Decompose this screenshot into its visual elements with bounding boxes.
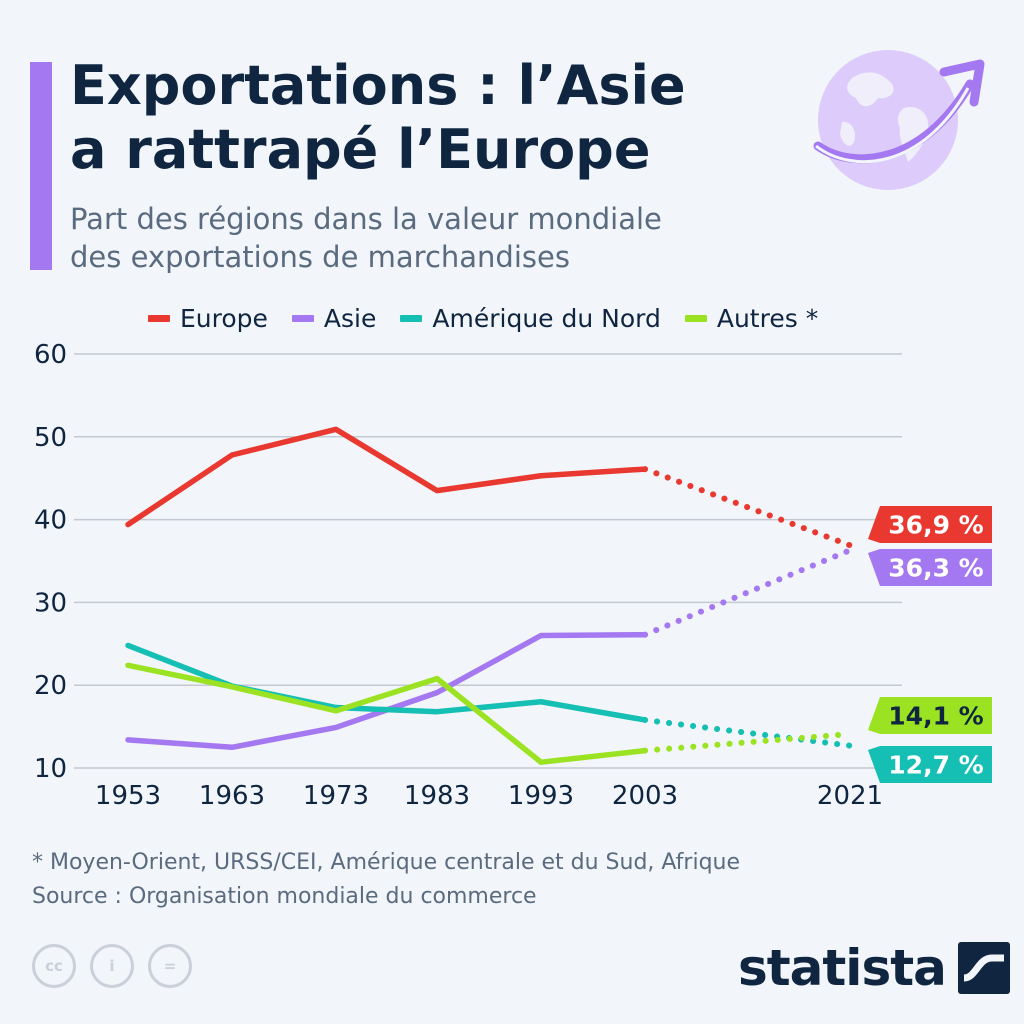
legend-label-asie: Asie — [323, 303, 377, 333]
chart-subtitle: Part des régions dans la valeur mondiale… — [70, 200, 662, 276]
y-tick-label: 30 — [34, 588, 67, 618]
title-line-2: a rattrapé l’Europe — [70, 118, 651, 181]
series-projection-europe — [642, 466, 853, 549]
end-label-box-amérique-du-nord — [868, 746, 992, 783]
series-line-europe — [125, 426, 648, 528]
statista-mark-icon — [957, 942, 1010, 994]
subtitle-line-2: des exportations de marchandises — [70, 240, 570, 274]
end-label-autres: 14,1 % — [888, 702, 983, 731]
footnote: * Moyen-Orient, URSS/CEI, Amérique centr… — [32, 846, 740, 914]
series-line-asie — [125, 631, 648, 751]
end-label-europe: 36,9 % — [888, 511, 983, 540]
y-tick-label: 10 — [34, 754, 67, 784]
end-label-box-asie — [868, 549, 992, 586]
x-tick-label: 1983 — [404, 781, 470, 811]
footnote-source: Source : Organisation mondiale du commer… — [32, 884, 537, 909]
accent-bar — [30, 62, 52, 270]
legend-swatch-autres — [684, 314, 707, 322]
series-line-amérique-du-nord — [125, 642, 648, 723]
y-tick-label: 50 — [34, 423, 67, 453]
legend-item-europe: Europe — [148, 304, 268, 333]
series-projection-autres — [642, 731, 853, 754]
cc-icon: cc — [32, 944, 76, 988]
legend-label-europe: Europe — [180, 303, 268, 333]
y-tick-label: 20 — [34, 671, 67, 701]
y-tick-label: 40 — [34, 506, 67, 536]
globe-arrow-icon — [813, 50, 985, 190]
end-label-asie: 36,3 % — [888, 554, 983, 583]
series-line-autres — [125, 662, 648, 765]
x-tick-label: 1953 — [95, 781, 161, 811]
legend-item-autres: Autres * — [684, 303, 819, 333]
x-tick-label: 1993 — [508, 781, 574, 811]
brand-wordmark: statista — [738, 939, 947, 997]
chart-title: Exportations : l’Asie a rattrapé l’Europ… — [70, 54, 686, 182]
series-projection-asie — [642, 547, 853, 638]
x-tick-label: 1973 — [303, 781, 369, 811]
subtitle-line-1: Part des régions dans la valeur mondiale — [70, 202, 662, 236]
series-projection-amérique-du-nord — [642, 716, 853, 749]
legend-item-asie: Asie — [291, 303, 377, 333]
end-label-box-europe — [868, 506, 992, 543]
y-tick-label: 60 — [34, 340, 67, 370]
title-line-1: Exportations : l’Asie — [70, 54, 686, 117]
legend-label-amerique-du-nord: Amérique du Nord — [432, 303, 661, 333]
legend-item-amerique-du-nord: Amérique du Nord — [400, 303, 661, 333]
legend-swatch-europe — [148, 314, 170, 322]
legend-swatch-amerique-du-nord — [400, 314, 423, 322]
x-tick-label: 2021 — [817, 781, 883, 811]
no-derivatives-icon: = — [148, 944, 192, 988]
x-tick-label: 1963 — [199, 781, 265, 811]
statista-logo: statista — [738, 936, 1010, 1000]
legend-label-autres: Autres * — [716, 303, 819, 333]
footnote-note: * Moyen-Orient, URSS/CEI, Amérique centr… — [32, 850, 741, 875]
line-chart: 10 20 30 40 50 60 1953 1963 1973 1983 1993 2003 2021… — [34, 340, 992, 811]
license-icons: cc i = — [32, 944, 206, 988]
legend-swatch-asie — [291, 314, 314, 322]
end-label-amérique-du-nord: 12,7 % — [888, 751, 983, 780]
end-label-box-autres — [868, 697, 992, 734]
legend: Europe Asie Amérique du Nord Autres * — [148, 298, 842, 338]
x-tick-label: 2003 — [612, 781, 678, 811]
attribution-icon: i — [90, 944, 134, 988]
